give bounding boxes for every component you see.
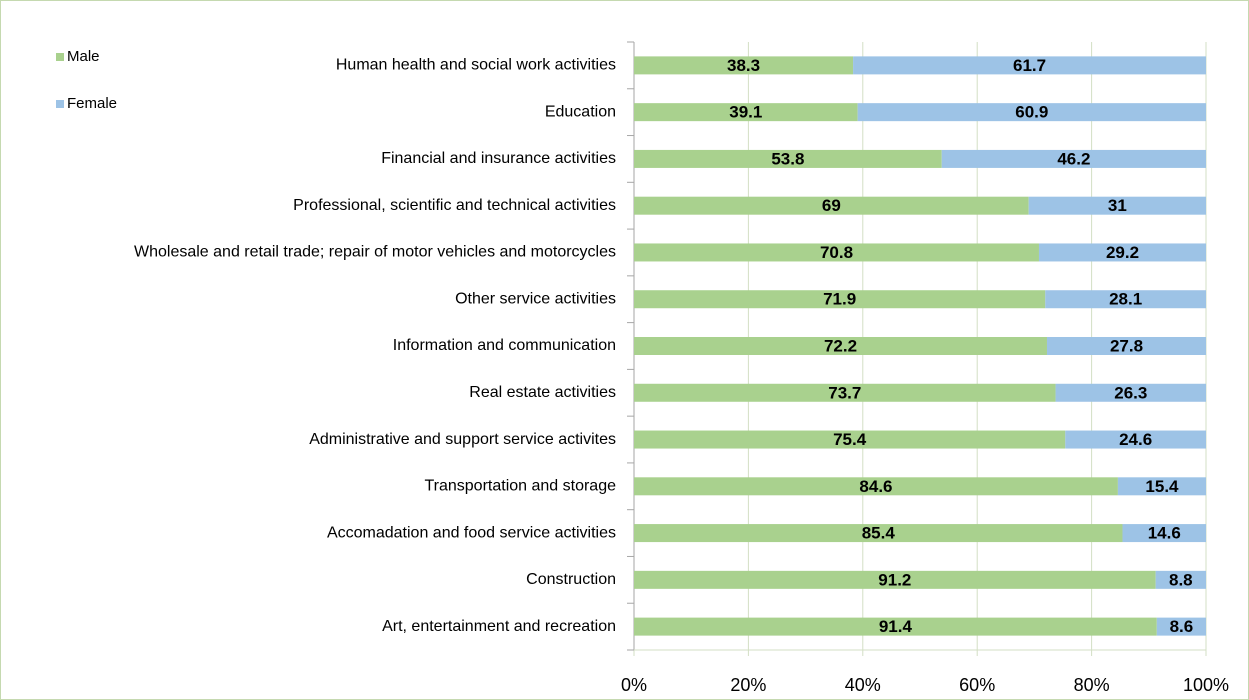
data-label: 71.9	[823, 290, 856, 309]
bar-segment	[941, 149, 1206, 168]
y-tick-label: Education	[545, 103, 616, 120]
y-tick-label: Art, entertainment and recreation	[382, 618, 616, 635]
legend-label: Female	[67, 95, 117, 112]
y-tick-label: Professional, scientific and technical a…	[293, 197, 616, 214]
data-label: 75.4	[833, 430, 867, 449]
data-label: 31	[1108, 196, 1127, 215]
data-label: 73.7	[828, 383, 861, 402]
x-tick-label: 40%	[845, 675, 881, 695]
x-tick-label: 100%	[1183, 675, 1229, 695]
y-tick-label: Financial and insurance activities	[381, 150, 616, 167]
y-tick-label: Transportation and storage	[424, 478, 616, 495]
bar-segment	[1122, 524, 1206, 543]
data-label: 72.2	[824, 336, 857, 355]
data-label: 27.8	[1110, 336, 1143, 355]
data-label: 8.8	[1169, 570, 1193, 589]
y-tick-label: Information and communication	[393, 337, 616, 354]
bar-segment	[634, 103, 858, 122]
data-label: 60.9	[1015, 103, 1048, 122]
bar-segment	[634, 617, 1157, 636]
data-label: 53.8	[771, 149, 804, 168]
bar-segment	[1065, 430, 1206, 449]
bar-segment	[634, 196, 1029, 215]
bar-segment	[1045, 290, 1206, 309]
bar-segment	[634, 56, 854, 75]
y-tick-label: Other service activities	[455, 290, 616, 307]
bar-segment	[634, 477, 1118, 496]
y-tick-label: Real estate activities	[469, 384, 616, 401]
bar-segment	[1117, 477, 1206, 496]
data-label: 24.6	[1119, 430, 1152, 449]
x-tick-label: 60%	[959, 675, 995, 695]
legend-swatch	[56, 53, 64, 61]
bar-segment	[1055, 383, 1206, 402]
data-label: 91.2	[878, 570, 911, 589]
bar-segment	[1046, 337, 1206, 355]
bar-segment	[1038, 243, 1206, 262]
y-tick-label: Wholesale and retail trade; repair of mo…	[134, 244, 616, 261]
bar-segment	[634, 524, 1123, 543]
bar-segment	[857, 103, 1206, 122]
data-label: 70.8	[820, 243, 853, 262]
data-label: 26.3	[1114, 383, 1147, 402]
data-label: 38.3	[727, 56, 760, 75]
bar-segment	[1028, 196, 1206, 215]
bar-segment	[634, 337, 1047, 355]
bar-segment	[1155, 570, 1206, 589]
bar-segment	[634, 430, 1066, 449]
bar-segment	[1156, 617, 1206, 636]
y-tick-label: Accomadation and food service activities	[327, 524, 616, 541]
y-tick-label: Human health and social work activities	[336, 57, 616, 74]
bar-segment	[853, 56, 1206, 75]
x-tick-label: 20%	[730, 675, 766, 695]
bar-segment	[634, 570, 1156, 589]
x-tick-label: 0%	[621, 675, 647, 695]
data-label: 69	[822, 196, 841, 215]
data-label: 84.6	[859, 477, 892, 496]
data-label: 14.6	[1148, 524, 1181, 543]
data-label: 91.4	[879, 617, 913, 636]
bar-segment	[634, 383, 1056, 402]
data-label: 46.2	[1057, 149, 1090, 168]
y-tick-label: Administrative and support service activ…	[309, 431, 616, 448]
data-label: 15.4	[1145, 477, 1179, 496]
x-tick-label: 80%	[1074, 675, 1110, 695]
data-label: 85.4	[862, 524, 896, 543]
data-label: 28.1	[1109, 290, 1142, 309]
data-label: 39.1	[729, 103, 762, 122]
y-tick-label: Construction	[526, 571, 616, 588]
data-label: 29.2	[1106, 243, 1139, 262]
data-label: 61.7	[1013, 56, 1046, 75]
legend-swatch	[56, 100, 64, 108]
bar-segment	[634, 290, 1046, 309]
legend-label: Male	[67, 48, 100, 65]
bar-segment	[634, 149, 942, 168]
data-label: 8.6	[1170, 617, 1194, 636]
bar-segment	[634, 243, 1039, 262]
